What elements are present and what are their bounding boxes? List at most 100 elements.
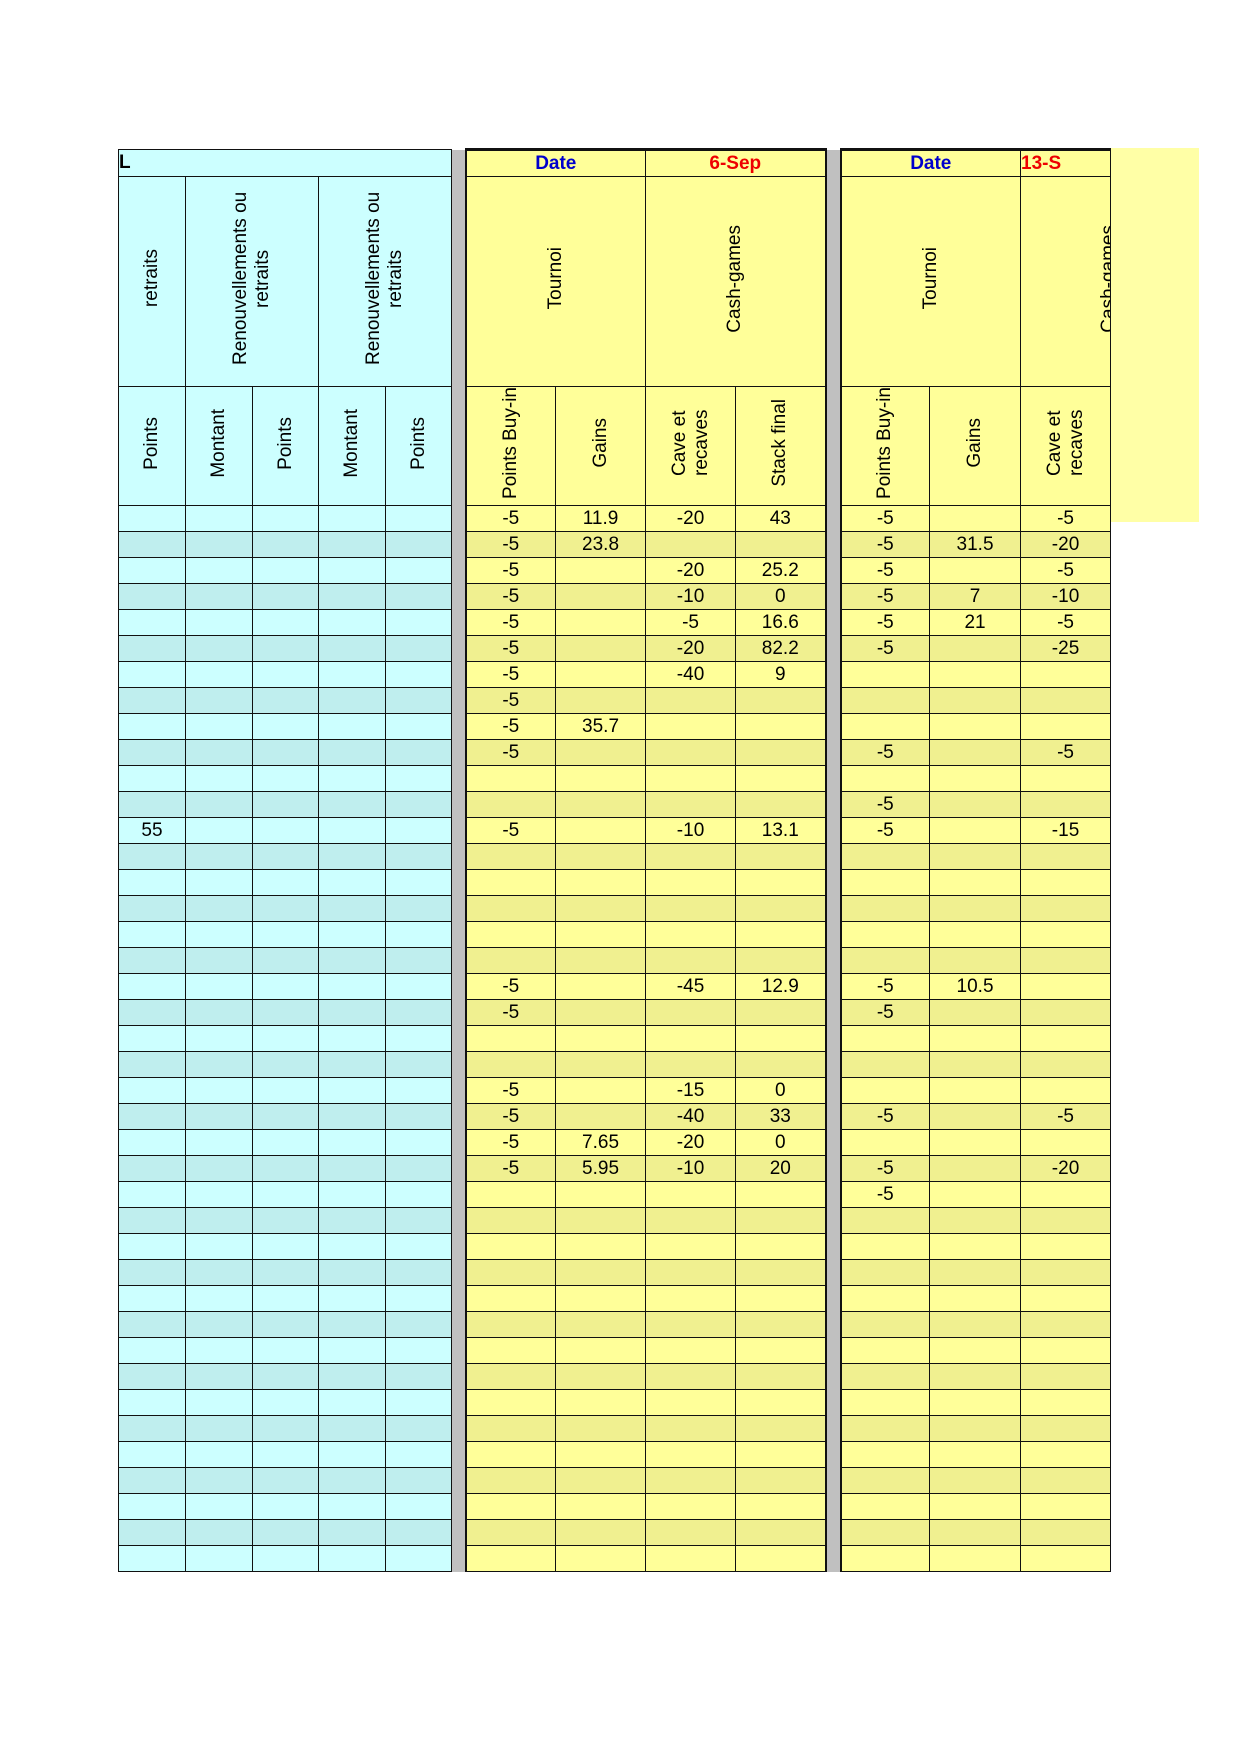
table-cell[interactable] bbox=[318, 921, 386, 948]
table-cell[interactable] bbox=[252, 583, 319, 610]
table-cell[interactable] bbox=[1020, 1051, 1112, 1078]
table-cell[interactable]: -5 bbox=[465, 713, 557, 740]
table-cell[interactable] bbox=[185, 895, 253, 922]
table-cell[interactable] bbox=[252, 531, 319, 558]
table-cell[interactable]: -5 bbox=[1020, 739, 1112, 766]
table-cell[interactable] bbox=[840, 869, 931, 896]
table-cell[interactable] bbox=[840, 1129, 931, 1156]
table-cell[interactable]: -10 bbox=[645, 583, 737, 610]
table-cell[interactable] bbox=[929, 1155, 1022, 1182]
table-cell[interactable] bbox=[465, 1337, 557, 1364]
table-cell[interactable]: 33 bbox=[735, 1103, 827, 1130]
table-cell[interactable] bbox=[384, 1051, 453, 1078]
table-cell[interactable] bbox=[185, 921, 253, 948]
table-cell[interactable] bbox=[735, 895, 827, 922]
table-cell[interactable] bbox=[318, 817, 386, 844]
table-cell[interactable] bbox=[185, 1337, 253, 1364]
table-cell[interactable] bbox=[929, 999, 1022, 1026]
table-cell[interactable] bbox=[252, 661, 319, 688]
table-cell[interactable] bbox=[252, 765, 319, 792]
table-cell[interactable] bbox=[1020, 1467, 1112, 1494]
table-cell[interactable] bbox=[252, 1519, 319, 1546]
table-cell[interactable] bbox=[1020, 1311, 1112, 1338]
table-cell[interactable] bbox=[465, 1285, 557, 1312]
table-cell[interactable]: -5 bbox=[465, 1155, 557, 1182]
table-cell[interactable] bbox=[384, 1363, 453, 1390]
table-cell[interactable] bbox=[384, 1441, 453, 1468]
table-cell[interactable] bbox=[1020, 1441, 1112, 1468]
table-cell[interactable] bbox=[118, 713, 186, 740]
table-cell[interactable] bbox=[929, 1493, 1022, 1520]
table-cell[interactable] bbox=[840, 1233, 931, 1260]
table-cell[interactable] bbox=[1020, 869, 1112, 896]
table-cell[interactable] bbox=[555, 843, 647, 870]
table-cell[interactable] bbox=[318, 1025, 386, 1052]
table-cell[interactable] bbox=[645, 947, 737, 974]
table-cell[interactable] bbox=[384, 1155, 453, 1182]
table-cell[interactable] bbox=[118, 947, 186, 974]
table-cell[interactable] bbox=[118, 765, 186, 792]
table-cell[interactable] bbox=[1020, 1285, 1112, 1312]
table-cell[interactable] bbox=[929, 635, 1022, 662]
table-cell[interactable] bbox=[555, 1077, 647, 1104]
table-cell[interactable] bbox=[735, 1233, 827, 1260]
table-cell[interactable] bbox=[252, 921, 319, 948]
table-cell[interactable] bbox=[840, 1389, 931, 1416]
table-cell[interactable] bbox=[252, 1415, 319, 1442]
table-cell[interactable]: -5 bbox=[1020, 505, 1112, 532]
table-cell[interactable] bbox=[384, 505, 453, 532]
table-cell[interactable] bbox=[465, 869, 557, 896]
table-cell[interactable] bbox=[318, 1233, 386, 1260]
table-cell[interactable] bbox=[252, 1025, 319, 1052]
table-cell[interactable] bbox=[840, 1441, 931, 1468]
table-cell[interactable] bbox=[735, 1545, 827, 1572]
table-cell[interactable] bbox=[252, 609, 319, 636]
table-cell[interactable] bbox=[465, 1051, 557, 1078]
table-cell[interactable] bbox=[384, 1103, 453, 1130]
table-cell[interactable] bbox=[1020, 687, 1112, 714]
table-cell[interactable] bbox=[185, 1311, 253, 1338]
table-cell[interactable] bbox=[645, 895, 737, 922]
table-cell[interactable] bbox=[645, 1337, 737, 1364]
table-cell[interactable] bbox=[118, 1077, 186, 1104]
table-cell[interactable] bbox=[555, 921, 647, 948]
table-cell[interactable] bbox=[318, 583, 386, 610]
table-cell[interactable] bbox=[555, 1467, 647, 1494]
table-cell[interactable] bbox=[118, 1363, 186, 1390]
table-cell[interactable] bbox=[252, 843, 319, 870]
table-cell[interactable]: 55 bbox=[118, 817, 186, 844]
table-cell[interactable] bbox=[384, 687, 453, 714]
table-cell[interactable] bbox=[318, 1207, 386, 1234]
table-cell[interactable] bbox=[645, 869, 737, 896]
table-cell[interactable]: 16.6 bbox=[735, 609, 827, 636]
table-cell[interactable] bbox=[555, 1545, 647, 1572]
table-cell[interactable] bbox=[735, 1311, 827, 1338]
table-cell[interactable] bbox=[735, 869, 827, 896]
table-cell[interactable] bbox=[929, 843, 1022, 870]
table-cell[interactable] bbox=[1020, 661, 1112, 688]
table-cell[interactable] bbox=[318, 843, 386, 870]
table-cell[interactable] bbox=[1020, 947, 1112, 974]
table-cell[interactable] bbox=[185, 1415, 253, 1442]
table-cell[interactable] bbox=[118, 973, 186, 1000]
table-cell[interactable] bbox=[384, 1389, 453, 1416]
table-cell[interactable] bbox=[185, 609, 253, 636]
table-cell[interactable] bbox=[318, 739, 386, 766]
table-cell[interactable]: -5 bbox=[465, 1077, 557, 1104]
table-cell[interactable] bbox=[118, 999, 186, 1026]
table-cell[interactable]: -5 bbox=[465, 635, 557, 662]
table-cell[interactable] bbox=[735, 1259, 827, 1286]
table-cell[interactable] bbox=[185, 661, 253, 688]
table-cell[interactable] bbox=[1020, 1233, 1112, 1260]
table-cell[interactable] bbox=[555, 739, 647, 766]
table-cell[interactable]: -5 bbox=[840, 999, 931, 1026]
table-cell[interactable]: -5 bbox=[840, 635, 931, 662]
table-cell[interactable] bbox=[118, 1493, 186, 1520]
table-cell[interactable] bbox=[465, 1181, 557, 1208]
table-cell[interactable] bbox=[185, 1285, 253, 1312]
table-cell[interactable]: 11.9 bbox=[555, 505, 647, 532]
table-cell[interactable] bbox=[118, 1415, 186, 1442]
table-cell[interactable] bbox=[735, 791, 827, 818]
table-cell[interactable] bbox=[318, 1285, 386, 1312]
table-cell[interactable] bbox=[118, 1259, 186, 1286]
